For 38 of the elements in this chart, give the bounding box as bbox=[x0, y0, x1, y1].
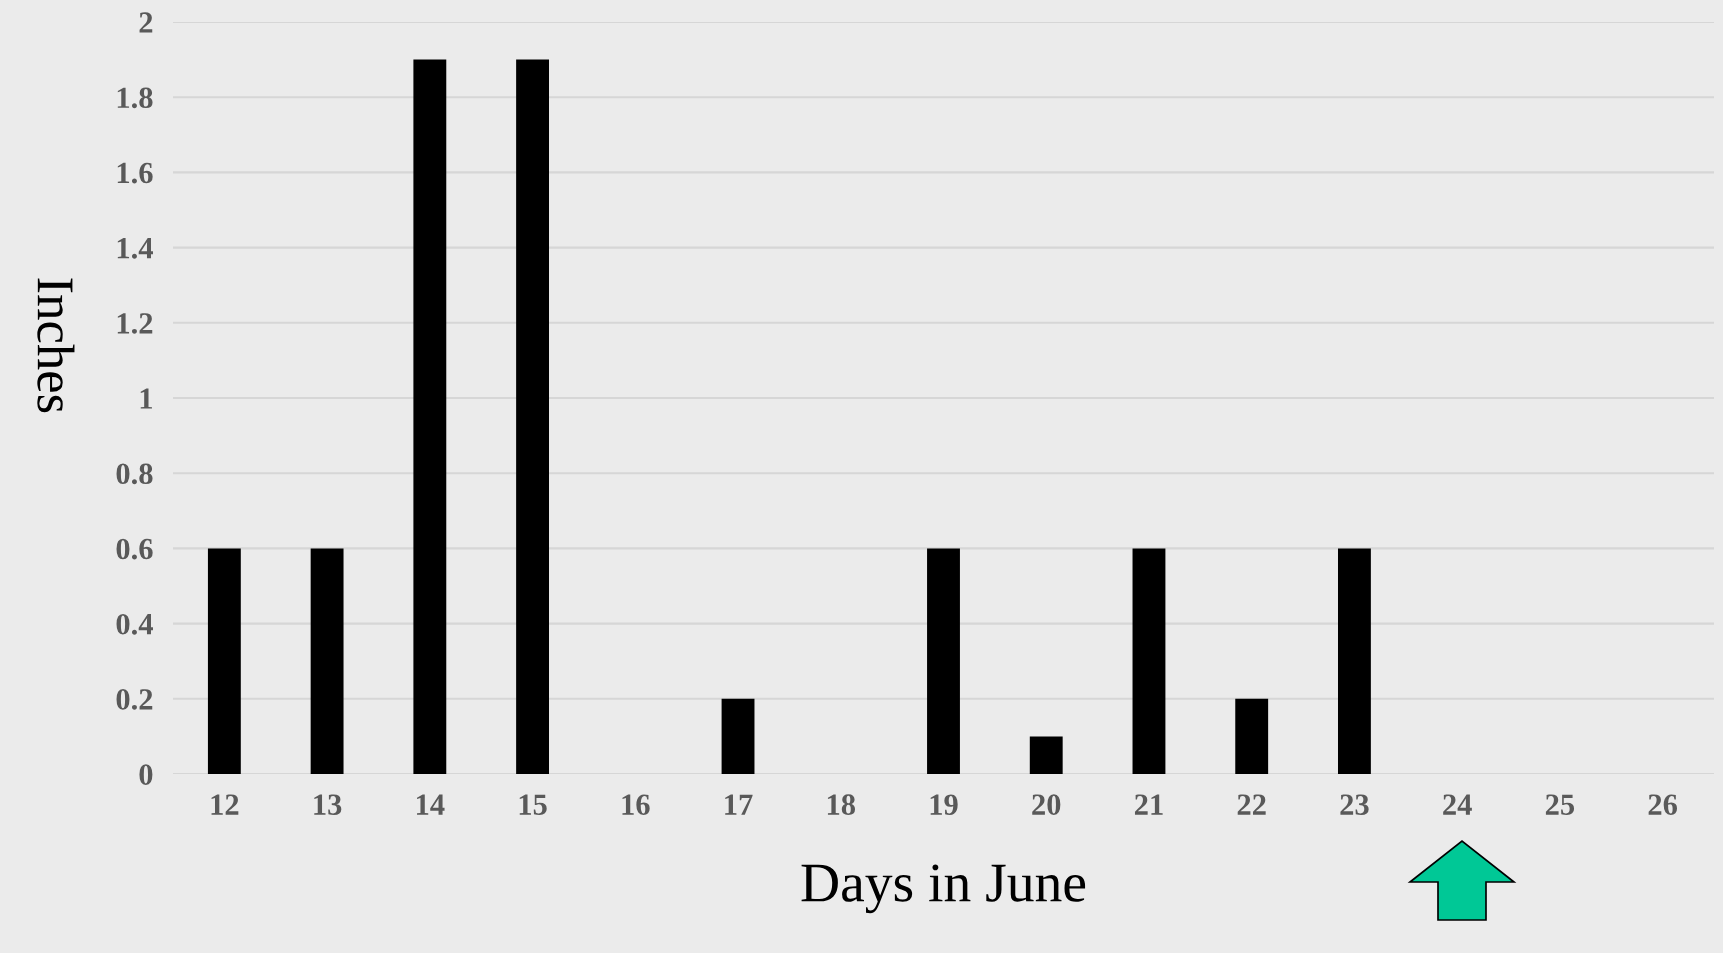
x-tick-label: 14 bbox=[417, 794, 445, 815]
x-tick-label: 15 bbox=[519, 794, 547, 815]
y-tick-label: 1.8 bbox=[117, 87, 153, 109]
y-tick-label: 0.2 bbox=[116, 689, 153, 710]
bar bbox=[1132, 548, 1166, 774]
x-tick-label: 20 bbox=[1032, 794, 1061, 815]
y-tick-label: 0.6 bbox=[116, 538, 153, 560]
x-tick-label: 19 bbox=[930, 794, 958, 815]
x-tick-label: 13 bbox=[314, 794, 342, 815]
y-tick-label: 1 bbox=[140, 388, 152, 409]
x-tick-label: 24 bbox=[1443, 794, 1472, 815]
y-axis-title: Inches bbox=[37, 278, 75, 413]
x-tick-label: 12 bbox=[211, 794, 239, 815]
x-tick-label: 22 bbox=[1237, 794, 1266, 815]
x-tick-label: 17 bbox=[725, 794, 753, 815]
bar bbox=[310, 548, 344, 774]
x-tick-label: 18 bbox=[827, 794, 856, 815]
bar bbox=[516, 59, 549, 774]
bar bbox=[927, 548, 960, 774]
bar bbox=[207, 548, 241, 774]
x-axis-title: Days in June bbox=[801, 864, 1086, 914]
x-tick-label: 26 bbox=[1648, 794, 1678, 815]
x-tick-label: 16 bbox=[622, 794, 650, 815]
bar bbox=[1029, 736, 1063, 774]
bar bbox=[1235, 698, 1269, 774]
y-tick-label: 0.4 bbox=[116, 613, 153, 635]
y-tick-label: 0.8 bbox=[116, 463, 153, 485]
bar bbox=[1338, 548, 1371, 774]
x-tick-label: 25 bbox=[1545, 794, 1575, 815]
y-tick-label: 1.6 bbox=[117, 162, 153, 184]
y-tick-label: 0 bbox=[139, 764, 153, 785]
y-tick-label: 1.4 bbox=[117, 238, 153, 259]
x-tick-label: 21 bbox=[1134, 794, 1163, 815]
y-tick-label: 1.2 bbox=[117, 313, 153, 334]
bar bbox=[721, 698, 755, 774]
y-tick-label: 2 bbox=[139, 12, 153, 33]
bar bbox=[413, 59, 447, 774]
x-tick-label: 23 bbox=[1340, 794, 1369, 815]
